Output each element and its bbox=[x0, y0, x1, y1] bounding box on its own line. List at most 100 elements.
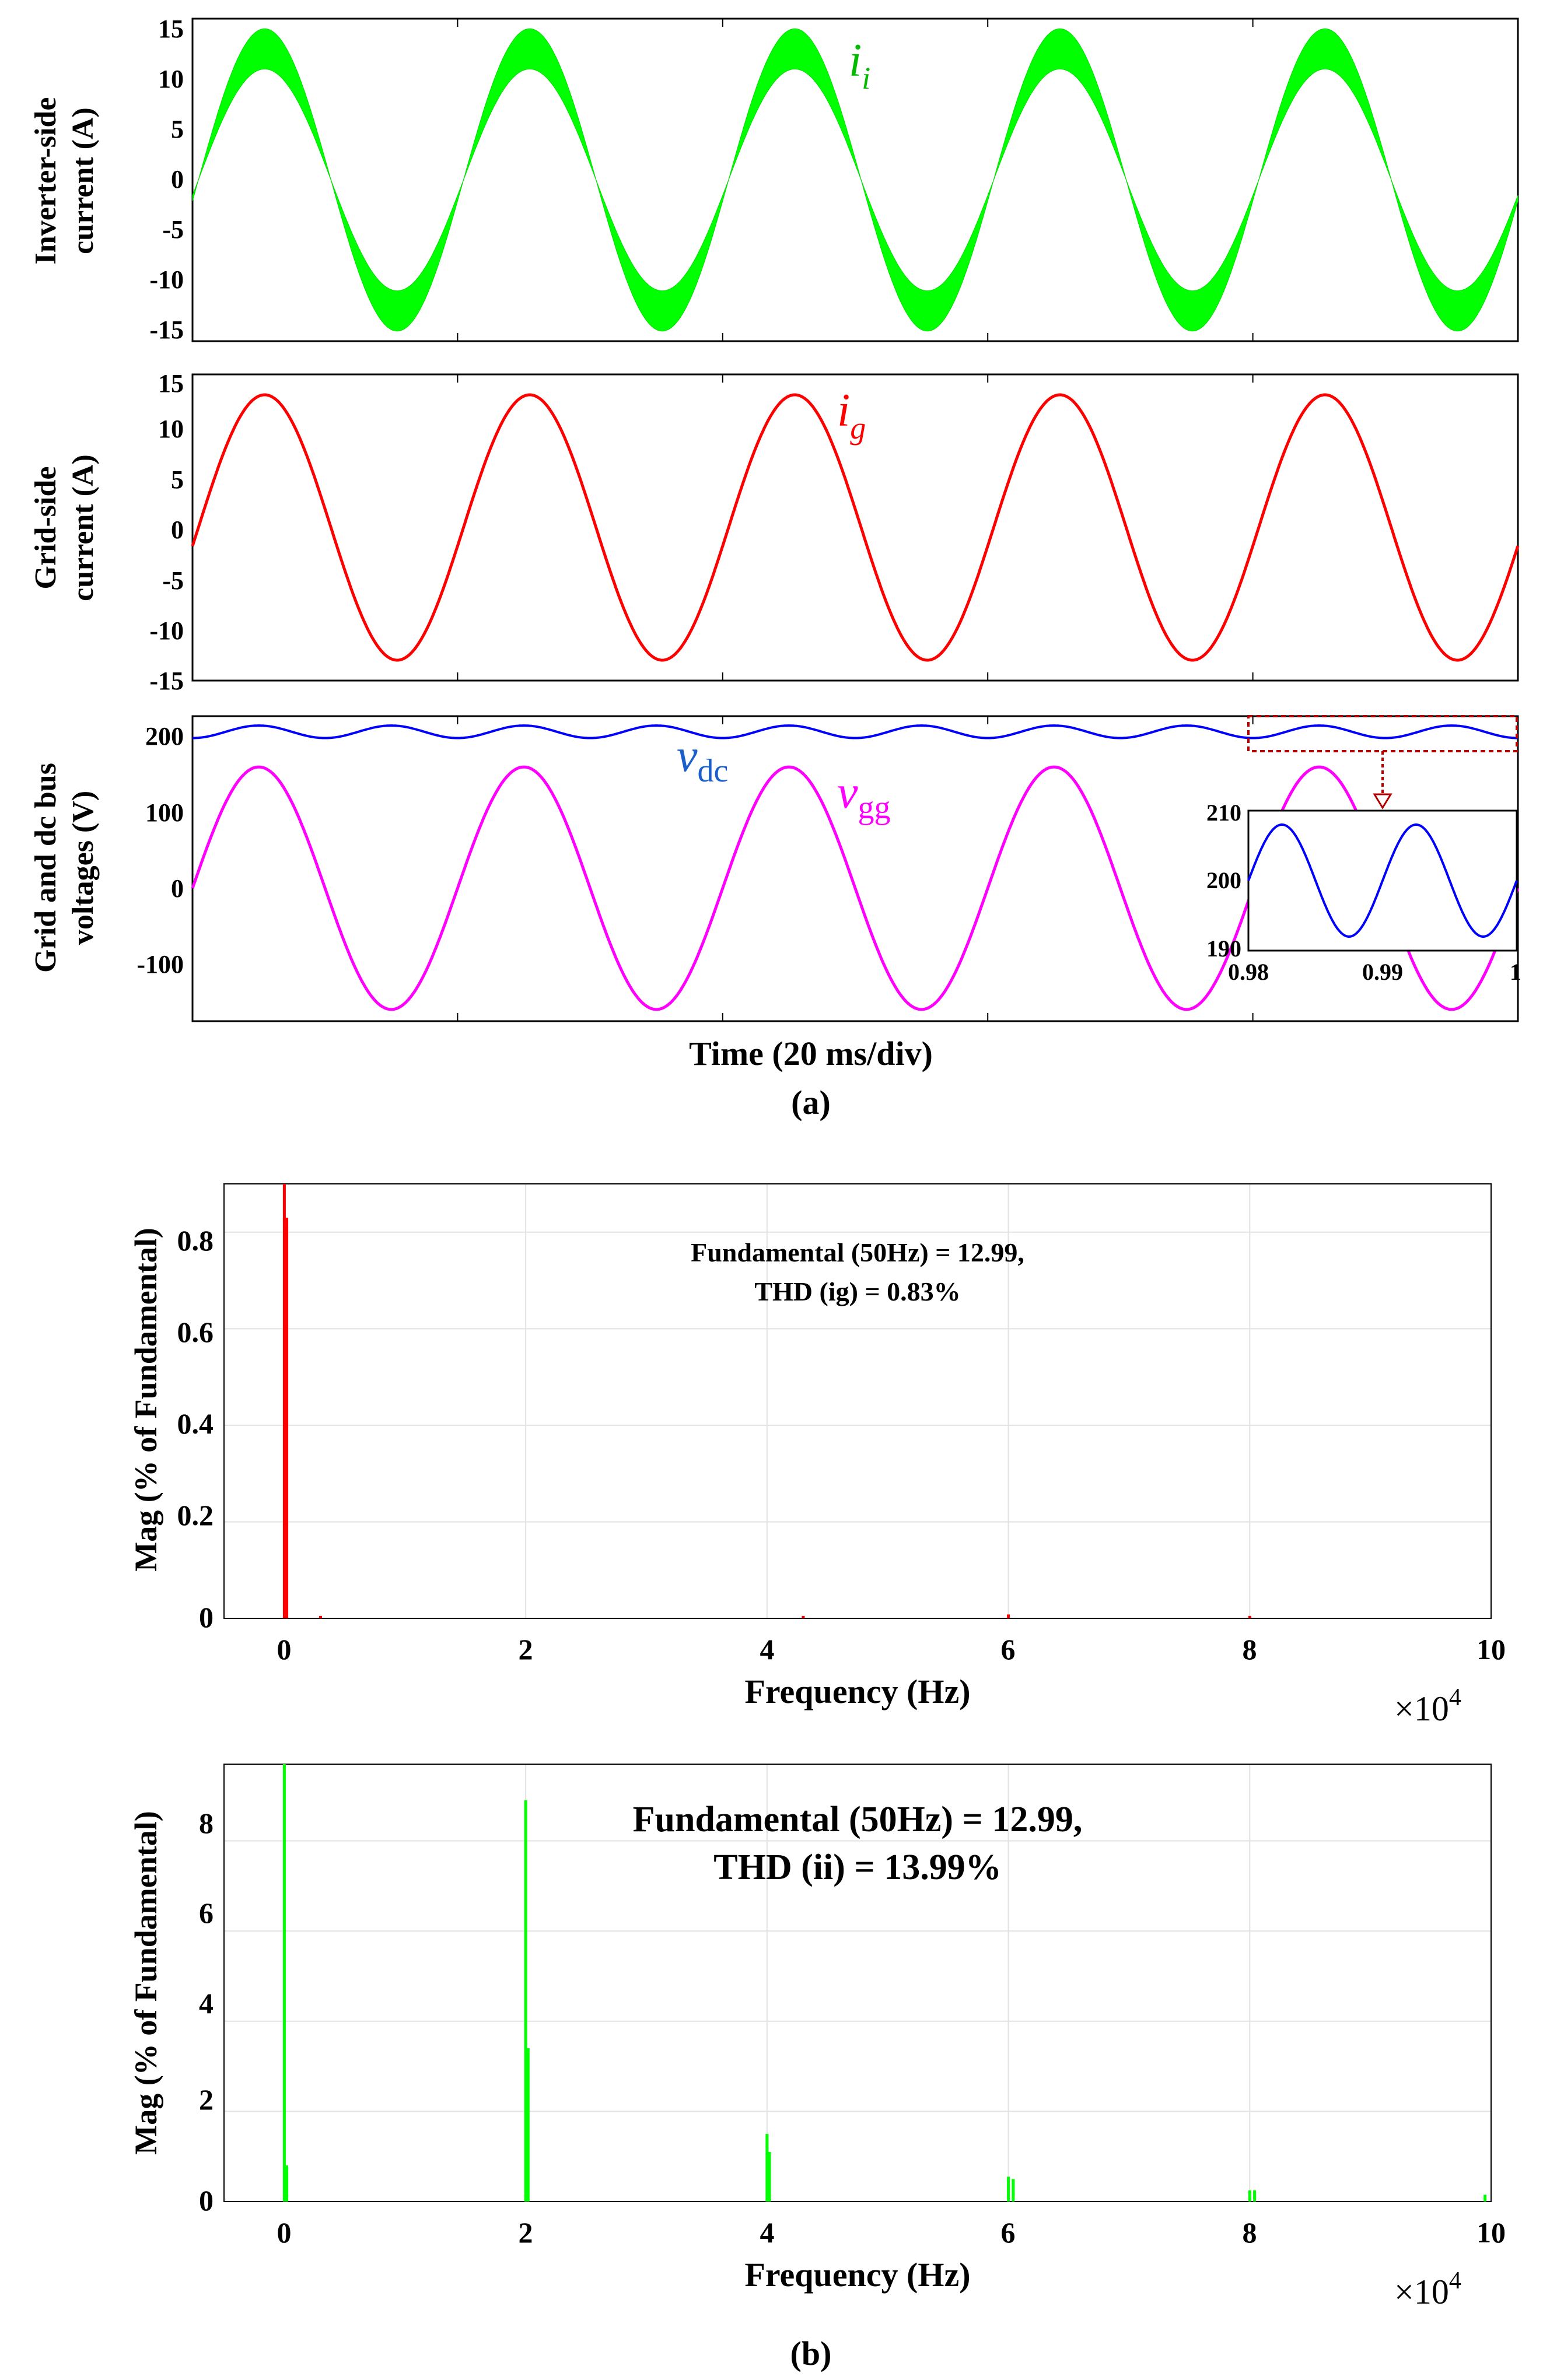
time-division-ticks bbox=[457, 19, 1254, 1021]
ytick: 0 bbox=[199, 2184, 214, 2217]
xtick: 10 bbox=[1476, 1633, 1506, 1666]
fft1-frame bbox=[223, 1183, 1492, 1619]
inset-plot: 210 200 190 0.98 0.99 1 bbox=[1206, 800, 1521, 985]
fft-plot-ig: 0.8 0.6 0.4 0.2 0 0 2 4 6 8 10 ×104 Freq… bbox=[128, 1183, 1506, 1728]
ii-waveform-band bbox=[192, 28, 1518, 332]
fft2-yticks: 8 6 4 2 0 bbox=[199, 1807, 214, 2217]
fft2-annotation-line: Fundamental (50Hz) = 12.99, bbox=[633, 1800, 1083, 1839]
ytick: 0 bbox=[171, 874, 184, 903]
xtick: 0 bbox=[277, 1633, 292, 1666]
panel-a-caption: (a) bbox=[791, 1084, 831, 1121]
spectrum-bar bbox=[285, 1217, 289, 1618]
ylabel-line: Inverter-side bbox=[29, 97, 62, 265]
ig-label: ig bbox=[837, 385, 866, 446]
ytick: -10 bbox=[149, 265, 184, 294]
ii-label: ii bbox=[849, 35, 870, 96]
spectrum-bar bbox=[768, 2151, 771, 2202]
fft1-xlabel: Frequency (Hz) bbox=[744, 1673, 970, 1710]
ytick: 8 bbox=[199, 1807, 214, 1839]
fft1-spectrum bbox=[282, 1184, 1251, 1618]
ytick: 10 bbox=[158, 415, 184, 443]
xtick: 8 bbox=[1243, 2216, 1257, 2249]
fft1-xticks: 0 2 4 6 8 10 bbox=[277, 1633, 1506, 1666]
fft1-annotation-line: THD (ig) = 0.83% bbox=[754, 1277, 960, 1306]
inset-ytick: 190 bbox=[1206, 935, 1241, 962]
fft2-annotation-line: THD (ii) = 13.99% bbox=[713, 1848, 1001, 1887]
fft2-xlabel: Frequency (Hz) bbox=[744, 2256, 970, 2294]
spectrum-bar bbox=[1012, 2179, 1015, 2202]
xtick: 4 bbox=[760, 2216, 775, 2249]
fft2-ylabel: Mag (% of Fundamental) bbox=[128, 1811, 163, 2154]
ytick: 5 bbox=[171, 115, 184, 143]
ylabel-line: Grid and dc bus bbox=[29, 763, 62, 973]
plot-grid-current: 15 10 5 0 -5 -10 -15 Grid-side current (… bbox=[29, 369, 1520, 695]
xtick: 0 bbox=[277, 2216, 292, 2249]
spectrum-bar bbox=[319, 1615, 322, 1618]
fft1-ylabel: Mag (% of Fundamental) bbox=[128, 1228, 163, 1571]
ytick: -5 bbox=[162, 215, 184, 244]
fft2-x-multiplier: ×104 bbox=[1394, 2267, 1461, 2311]
xtick: 10 bbox=[1476, 2216, 1506, 2249]
ytick: 0 bbox=[171, 165, 184, 194]
ytick: -100 bbox=[137, 950, 184, 979]
ytick: -5 bbox=[162, 566, 184, 595]
xtick: 8 bbox=[1243, 1633, 1257, 1666]
inset-xtick: 0.98 bbox=[1228, 959, 1269, 985]
fft2-xticks: 0 2 4 6 8 10 bbox=[277, 2216, 1506, 2249]
ytick: 10 bbox=[158, 65, 184, 93]
inset-ytick: 200 bbox=[1206, 867, 1241, 893]
ytick: -15 bbox=[149, 667, 184, 695]
xtick: 4 bbox=[760, 1633, 775, 1666]
spectrum-bar bbox=[524, 1800, 527, 2202]
vgg-waveform bbox=[191, 765, 1520, 1011]
plot3-yticks: 200 100 0 -100 bbox=[137, 722, 184, 979]
spectrum-bar bbox=[1248, 2190, 1251, 2202]
ylabel-line: voltages (V) bbox=[67, 791, 100, 945]
ytick: 0.4 bbox=[177, 1407, 214, 1440]
xtick: 2 bbox=[519, 2216, 533, 2249]
plot2-yticks: 15 10 5 0 -5 -10 -15 bbox=[149, 369, 184, 695]
ytick: 200 bbox=[145, 722, 184, 751]
fft1-yticks: 0.8 0.6 0.4 0.2 0 bbox=[177, 1224, 214, 1634]
inset-xtick: 1 bbox=[1510, 959, 1521, 985]
ytick: 0 bbox=[171, 516, 184, 544]
panel-a-xlabel: Time (20 ms/div) bbox=[689, 1035, 933, 1072]
vdc-label: vdc bbox=[677, 730, 728, 789]
plot1-ylabel: Inverter-side current (A) bbox=[29, 97, 100, 265]
spectrum-bar bbox=[526, 2048, 530, 2202]
ylabel-line: Grid-side bbox=[29, 467, 62, 590]
vgg-label: vgg bbox=[837, 767, 891, 826]
ytick: 15 bbox=[158, 15, 184, 43]
ytick: -10 bbox=[149, 616, 184, 645]
spectrum-bar bbox=[765, 2134, 769, 2202]
zoom-arrow-head bbox=[1373, 793, 1392, 809]
plot-inverter-current: 15 10 5 0 -5 -10 -15 Inverter-side curre… bbox=[29, 15, 1519, 344]
plot3-ylabel: Grid and dc bus voltages (V) bbox=[29, 763, 100, 973]
ytick: 0.8 bbox=[177, 1224, 214, 1257]
spectrum-bar bbox=[282, 1764, 286, 2202]
spectrum-bar bbox=[285, 2165, 289, 2202]
fft-plot-ii: 8 6 4 2 0 0 2 4 6 8 10 ×104 Frequency (H… bbox=[128, 1764, 1506, 2311]
ytick: 0.6 bbox=[177, 1316, 214, 1348]
spectrum-bar bbox=[282, 1184, 286, 1618]
xtick: 6 bbox=[1001, 2216, 1016, 2249]
panel-b-caption: (b) bbox=[790, 2335, 832, 2372]
ytick: 100 bbox=[145, 798, 184, 827]
inset-vdc-waveform bbox=[1247, 823, 1518, 938]
spectrum-bar bbox=[1007, 2176, 1010, 2202]
spectrum-bar bbox=[1248, 1615, 1251, 1618]
ytick: 0 bbox=[199, 1601, 214, 1634]
ytick: 15 bbox=[158, 369, 184, 398]
spectrum-bar bbox=[1253, 2190, 1257, 2202]
ytick: 2 bbox=[199, 2083, 214, 2116]
plot1-yticks: 15 10 5 0 -5 -10 -15 bbox=[149, 15, 184, 344]
xtick: 6 bbox=[1001, 1633, 1016, 1666]
fft1-x-multiplier: ×104 bbox=[1394, 1684, 1461, 1728]
plot-voltages: 200 100 0 -100 Grid and dc bus voltages … bbox=[29, 715, 1521, 1022]
ytick: 6 bbox=[199, 1897, 214, 1929]
inset-ytick: 210 bbox=[1206, 800, 1241, 826]
ig-waveform bbox=[191, 393, 1520, 662]
spectrum-bar bbox=[802, 1615, 805, 1618]
ytick: 0.2 bbox=[177, 1499, 214, 1531]
